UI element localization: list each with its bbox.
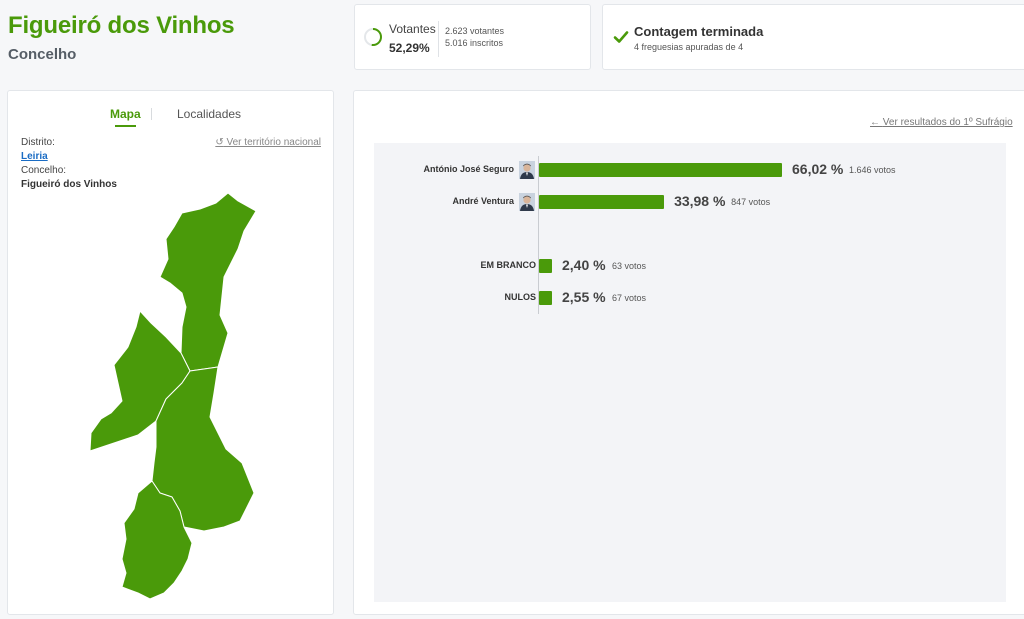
undo-icon: ↺ bbox=[215, 137, 224, 148]
tab-localidades[interactable]: Localidades bbox=[177, 107, 242, 121]
tab-mapa[interactable]: Mapa bbox=[110, 107, 141, 127]
distrito-link[interactable]: Leiria bbox=[21, 151, 48, 162]
result-votes: 67 votos bbox=[612, 293, 647, 303]
map-parish[interactable] bbox=[121, 480, 193, 600]
result-row: NULOS 2,55 % 67 votos bbox=[374, 288, 1006, 308]
result-pct: 66,02 % bbox=[792, 161, 844, 177]
result-label: EM BRANCO bbox=[480, 260, 537, 270]
page-subtitle: Concelho bbox=[8, 46, 77, 63]
previous-round-link[interactable]: ← Ver resultados do 1º Sufrágio bbox=[870, 117, 1013, 128]
map-parish[interactable] bbox=[89, 310, 191, 452]
municipality-map bbox=[89, 192, 257, 600]
result-bar bbox=[539, 163, 782, 177]
check-icon bbox=[613, 31, 629, 43]
divider bbox=[438, 21, 439, 57]
result-votes: 1.646 votos bbox=[849, 165, 896, 175]
result-bar bbox=[539, 195, 665, 209]
map-parish[interactable] bbox=[159, 192, 257, 372]
results-panel: ← Ver resultados do 1º Sufrágio António … bbox=[353, 90, 1024, 615]
chart-axis bbox=[538, 156, 539, 314]
contagem-sub: 4 freguesias apuradas de 4 bbox=[634, 42, 744, 52]
result-label: António José Seguro bbox=[423, 164, 514, 174]
result-label: André Ventura bbox=[452, 196, 514, 206]
candidate-avatar bbox=[519, 193, 535, 211]
candidate-avatar bbox=[519, 161, 535, 179]
votantes-card: Votantes 52,29% 2.623 votantes 5.016 ins… bbox=[354, 4, 591, 70]
votantes-label: Votantes bbox=[389, 22, 436, 36]
result-votes: 847 votos bbox=[731, 197, 771, 207]
result-pct: 2,55 % bbox=[562, 289, 606, 305]
concelho-label: Concelho: bbox=[21, 165, 67, 176]
inscritos-count: 5.016 inscritos bbox=[445, 38, 504, 48]
result-bar bbox=[539, 291, 552, 305]
result-pct: 33,98 % bbox=[674, 193, 726, 209]
turnout-ring-icon bbox=[364, 28, 382, 46]
result-votes: 63 votos bbox=[612, 261, 647, 271]
result-row: André Ventura 33,98 % 847 votos bbox=[374, 192, 1006, 212]
arrow-left-icon: ← bbox=[870, 117, 880, 128]
votantes-count: 2.623 votantes bbox=[445, 26, 505, 36]
result-bar bbox=[539, 259, 552, 273]
result-pct: 2,40 % bbox=[562, 257, 606, 273]
distrito-label: Distrito: bbox=[21, 137, 55, 148]
result-label: NULOS bbox=[504, 292, 537, 302]
tab-divider bbox=[151, 108, 152, 120]
result-row: António José Seguro 66,02 % 1.646 votos bbox=[374, 160, 1006, 180]
map-panel: Mapa Localidades Distrito: Leiria Concel… bbox=[7, 90, 334, 615]
contagem-title: Contagem terminada bbox=[634, 24, 764, 39]
votantes-pct: 52,29% bbox=[389, 41, 430, 55]
result-row: EM BRANCO 2,40 % 63 votos bbox=[374, 256, 1006, 276]
contagem-card: Contagem terminada 4 freguesias apuradas… bbox=[602, 4, 1024, 70]
concelho-value: Figueiró dos Vinhos bbox=[21, 179, 117, 190]
page-title: Figueiró dos Vinhos bbox=[8, 12, 235, 39]
national-territory-link[interactable]: ↺ Ver território nacional bbox=[215, 137, 321, 148]
results-chart: António José Seguro 66,02 % 1.646 votos And… bbox=[374, 143, 1006, 602]
